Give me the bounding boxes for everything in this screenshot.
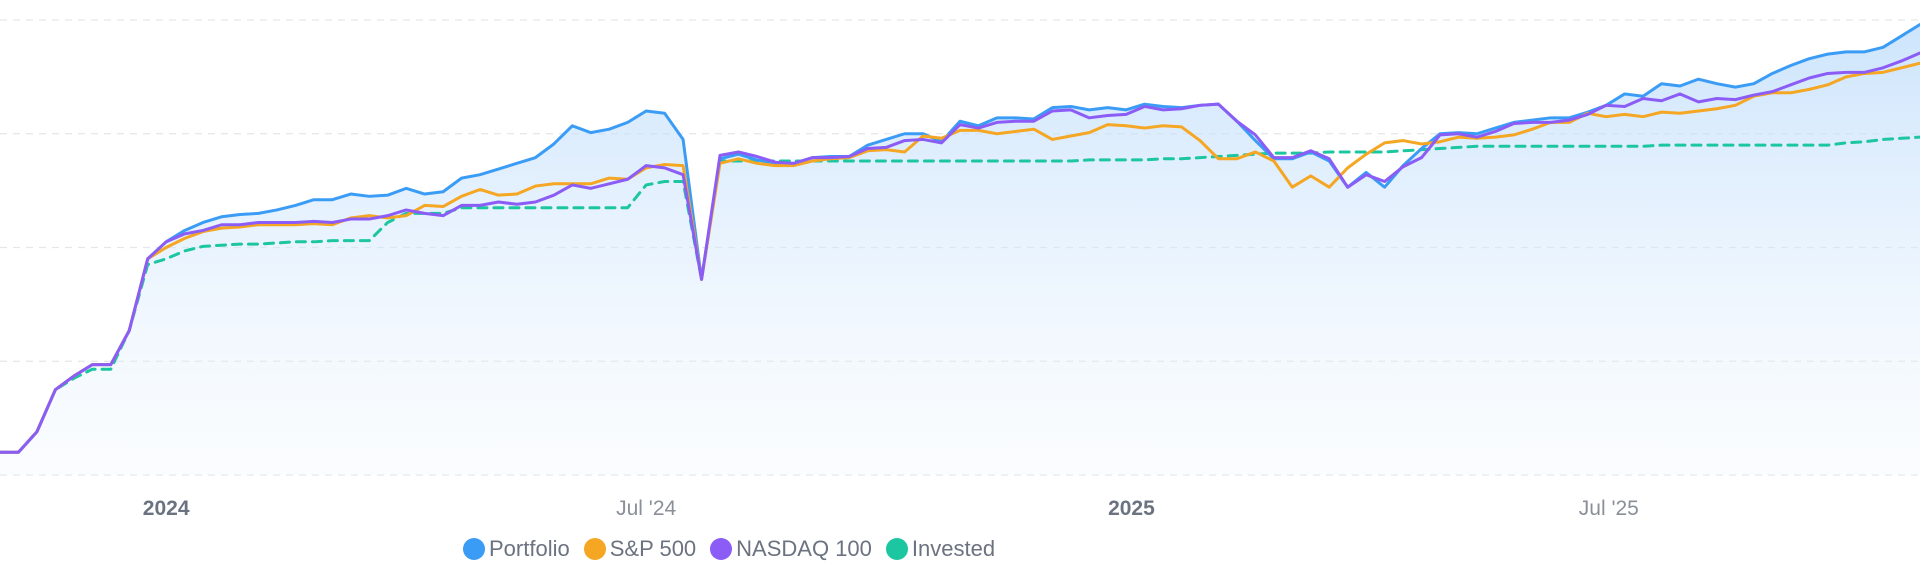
series-line-invested <box>0 135 1920 454</box>
legend-label: Portfolio <box>489 536 570 561</box>
chart-legend: Portfolio S&P 500 NASDAQ 100 Invested <box>0 536 1920 566</box>
legend-dot-portfolio <box>463 538 485 560</box>
x-tick-label-1: Jul '24 <box>616 497 676 520</box>
series-line-s-p-500 <box>0 61 1920 454</box>
series-lines <box>0 23 1920 454</box>
legend-dot-s-p-500 <box>583 538 606 560</box>
legend-item-portfolio[interactable]: Portfolio <box>463 536 570 562</box>
x-tick-label-2: 2025 <box>1108 497 1155 520</box>
x-axis-ticks: 2024 Jul '24 2025 Jul '25 <box>143 497 1639 520</box>
x-tick-label-0: 2024 <box>143 497 190 520</box>
series-line-nasdaq-100 <box>0 51 1920 454</box>
legend-label: S&P 500 <box>609 536 697 561</box>
area-fill-layer <box>0 24 1920 476</box>
x-tick-label-3: Jul '25 <box>1579 497 1639 520</box>
legend-dot-invested <box>885 538 908 560</box>
legend-items: Portfolio S&P 500 NASDAQ 100 Invested <box>463 536 1009 562</box>
chart-canvas: 2024 Jul '24 2025 Jul '25 <box>0 19 1920 520</box>
legend-dot-nasdaq-100 <box>710 538 733 560</box>
legend-item-nasdaq-100[interactable]: NASDAQ 100 <box>710 536 872 562</box>
legend-label: Invested <box>911 536 996 561</box>
legend-item-invested[interactable]: Invested <box>885 536 996 562</box>
area-fill-0 <box>0 24 1920 476</box>
legend-item-s-p-500[interactable]: S&P 500 <box>583 536 697 562</box>
legend-label: NASDAQ 100 <box>736 536 872 561</box>
